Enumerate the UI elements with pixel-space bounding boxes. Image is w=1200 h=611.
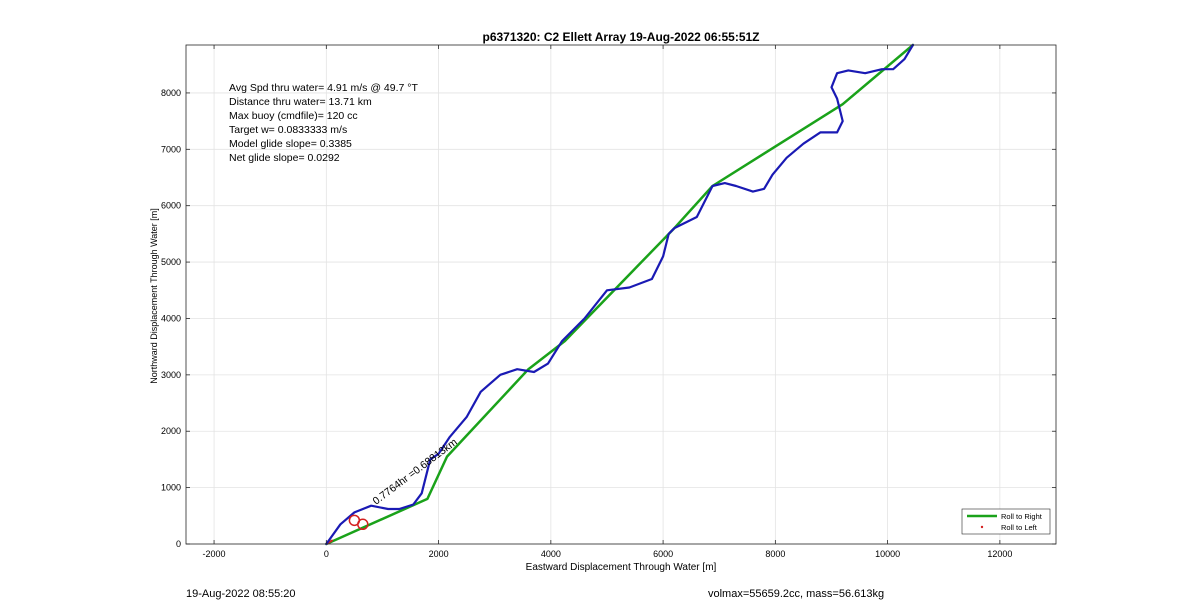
annotation-target-w: Target w= 0.0833333 m/s: [229, 124, 347, 136]
annotation-model-glide: Model glide slope= 0.3385: [229, 138, 352, 150]
annotation-max-buoy: Max buoy (cmdfile)= 120 cc: [229, 110, 358, 122]
axes-box: [185, 44, 1057, 545]
x-tick-label: 4000: [541, 549, 561, 559]
annotation-net-glide: Net glide slope= 0.0292: [229, 152, 340, 164]
x-tick-label: 2000: [429, 549, 449, 559]
legend-box: [961, 508, 1051, 535]
x-tick-label: 10000: [875, 549, 900, 559]
y-tick-label: 1000: [161, 483, 181, 493]
legend-roll-left-label: Roll to Left: [1001, 523, 1038, 532]
y-tick-label: 2000: [161, 426, 181, 436]
legend-roll-right-label: Roll to Right: [1001, 512, 1043, 521]
plot-area: [186, 45, 1056, 544]
annotation-distance: Distance thru water= 13.71 km: [229, 96, 372, 108]
footer-vol-mass: volmax=55659.2cc, mass=56.613kg: [708, 588, 885, 600]
annotation-block: Avg Spd thru water= 4.91 m/s @ 49.7 °T D…: [229, 82, 418, 164]
y-tick-label: 7000: [161, 144, 181, 154]
x-tick-label: -2000: [203, 549, 226, 559]
y-tick-label: 4000: [161, 313, 181, 323]
legend: Roll to Right Roll to Left: [961, 508, 1051, 535]
x-tick-label: 12000: [987, 549, 1012, 559]
y-tick-label: 0: [176, 539, 181, 549]
ticks: -2000 0 2000 4000 6000 8000 10000 12000 0 1000 200…: [161, 45, 1056, 559]
y-tick-label: 5000: [161, 257, 181, 267]
x-tick-label: 6000: [653, 549, 673, 559]
annotation-avg-speed: Avg Spd thru water= 4.91 m/s @ 49.7 °T: [229, 82, 418, 94]
series-layer: [325, 43, 915, 546]
series-line-3: [325, 43, 915, 546]
footer-timestamp: 19-Aug-2022 08:55:20: [186, 588, 296, 600]
start-marker: [348, 514, 361, 527]
x-tick-label: 8000: [765, 549, 785, 559]
x-tick-label: 0: [324, 549, 329, 559]
chart-title: p6371320: C2 Ellett Array 19-Aug-2022 06…: [482, 30, 759, 44]
legend-roll-left-swatch: [980, 525, 984, 529]
x-axis-label: Eastward Displacement Through Water [m]: [526, 562, 717, 573]
y-axis-label: Northward Displacement Through Water [m]: [149, 208, 159, 384]
y-tick-label: 3000: [161, 370, 181, 380]
y-tick-label: 6000: [161, 201, 181, 211]
series-line-1: [325, 43, 915, 546]
y-tick-label: 8000: [161, 88, 181, 98]
